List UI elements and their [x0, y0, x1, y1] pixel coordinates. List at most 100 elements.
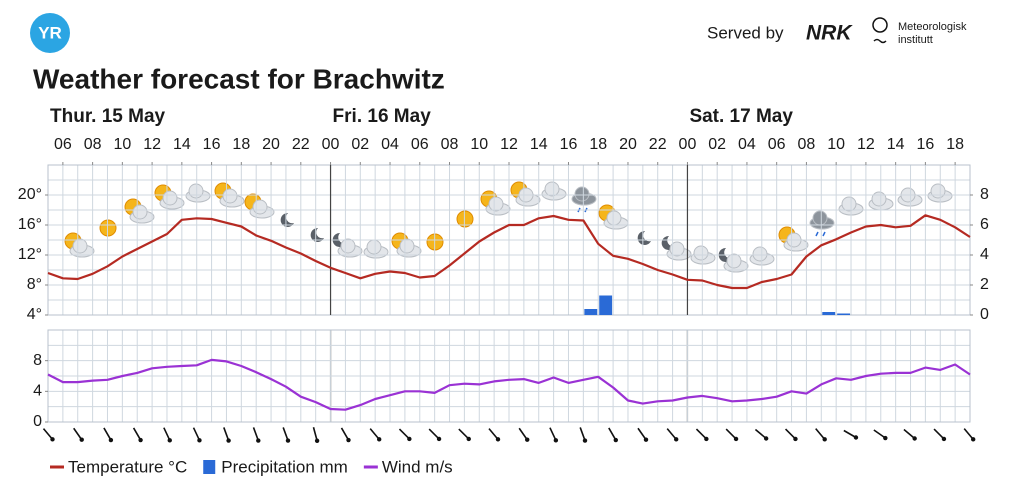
wind-arrow [963, 428, 974, 440]
day-label: Sat. 17 May [689, 106, 793, 127]
yr-logo[interactable] [30, 13, 70, 53]
wind-arrow-head [553, 438, 559, 443]
wind-arrow-head [436, 436, 442, 442]
x-tick-label: 08 [798, 136, 816, 153]
x-tick-label: 14 [173, 136, 191, 153]
y-tick-label: 0 [33, 413, 42, 430]
yr-logo-text: YR [38, 23, 62, 42]
x-tick-label: 18 [232, 136, 250, 153]
cloud-icon [340, 238, 356, 254]
cloud-icon [162, 190, 178, 206]
wind-arrow-head [346, 437, 351, 443]
moon-icon [310, 227, 324, 242]
met-logo [872, 17, 888, 33]
legend: Temperature °C Precipitation mm Wind m/s [50, 457, 453, 476]
met-name: institutt [898, 34, 933, 46]
wind-arrow-head [285, 438, 291, 443]
wind-arrow-head [50, 437, 55, 442]
wind-arrow [103, 427, 112, 441]
wind-arrow-head [673, 437, 679, 442]
wind-arrow [312, 427, 318, 441]
cloud-icon [669, 241, 685, 257]
wind-arrow [428, 428, 440, 440]
wind-arrow [815, 428, 826, 440]
x-tick-label: 00 [679, 136, 697, 153]
wind-arrow [252, 427, 260, 441]
wind-arrow-head [643, 437, 649, 442]
wind-arrow [132, 427, 142, 441]
wind-arrow [695, 428, 707, 440]
wind-arrow-head [108, 437, 114, 443]
precip-bar [584, 309, 598, 315]
y2-tick-label: 2 [980, 276, 989, 293]
wind-arrow-head [495, 437, 501, 442]
wind-arrow [192, 427, 201, 441]
wind-arrow [73, 427, 83, 441]
legend-label: Temperature °C [68, 457, 187, 476]
wind-arrow-head [466, 436, 471, 442]
wind-arrow [754, 428, 767, 440]
wind-arrow-head [704, 436, 709, 442]
chart-title: Weather forecast for Brachwitz [33, 63, 445, 94]
moon-icon [637, 230, 651, 245]
wind-arrow [369, 428, 380, 440]
wind-arrow [42, 428, 54, 440]
x-tick-label: 22 [649, 136, 667, 153]
y-tick-label: 16° [18, 216, 42, 233]
moon-icon [280, 212, 294, 227]
wind-arrow-head [167, 438, 172, 443]
wind-arrow [784, 428, 797, 440]
served-by: Served by [707, 23, 784, 42]
y-tick-label: 8° [27, 276, 42, 293]
wind-arrow-head [822, 437, 827, 442]
wind-arrow-head [138, 437, 143, 443]
cloud-icon [841, 196, 857, 212]
wind-arrow-head [582, 438, 588, 443]
x-tick-label: 04 [381, 136, 399, 153]
x-tick-label: 14 [887, 136, 905, 153]
y2-tick-label: 4 [980, 246, 989, 263]
cloud-icon [188, 183, 204, 199]
wind-arrow-head [853, 435, 859, 440]
x-tick-label: 16 [560, 136, 578, 153]
wind-arrow [518, 427, 528, 441]
x-tick-label: 06 [411, 136, 429, 153]
legend-label: Wind m/s [382, 457, 453, 476]
wind-arrow-head [407, 436, 412, 442]
cloud-icon [871, 191, 887, 207]
x-tick-label: 12 [500, 136, 518, 153]
cloud-icon [930, 183, 946, 199]
series-line [47, 214, 971, 290]
x-tick-label: 12 [143, 136, 161, 153]
x-tick-label: 10 [470, 136, 488, 153]
x-tick-label: 02 [708, 136, 726, 153]
cloud-icon [132, 204, 148, 220]
y-tick-label: 4° [27, 306, 42, 323]
day-label: Fri. 16 May [333, 106, 432, 127]
cloud-icon [488, 196, 504, 212]
wind-arrow [666, 428, 677, 440]
wind-arrow [223, 427, 230, 441]
cloud-icon [222, 188, 238, 204]
cloud-icon [574, 186, 590, 202]
day-label: Thur. 15 May [50, 106, 166, 127]
wind-arrow-head [883, 435, 888, 441]
x-tick-label: 16 [916, 136, 934, 153]
wind-arrow-head [256, 438, 261, 443]
cloud-icon [399, 238, 415, 254]
x-tick-label: 06 [768, 136, 786, 153]
y2-tick-label: 8 [980, 186, 989, 203]
wind-arrow-head [793, 436, 798, 442]
wind-arrow [608, 427, 617, 441]
x-tick-label: 06 [54, 136, 72, 153]
series-line [47, 358, 971, 411]
y-tick-label: 4 [33, 383, 42, 400]
cloud-icon [752, 246, 768, 262]
wind-arrow [282, 427, 289, 441]
wind-arrow [579, 427, 586, 441]
wind-arrow [458, 428, 470, 440]
x-tick-label: 08 [84, 136, 102, 153]
cloud-icon [726, 253, 742, 269]
x-tick-label: 08 [441, 136, 459, 153]
